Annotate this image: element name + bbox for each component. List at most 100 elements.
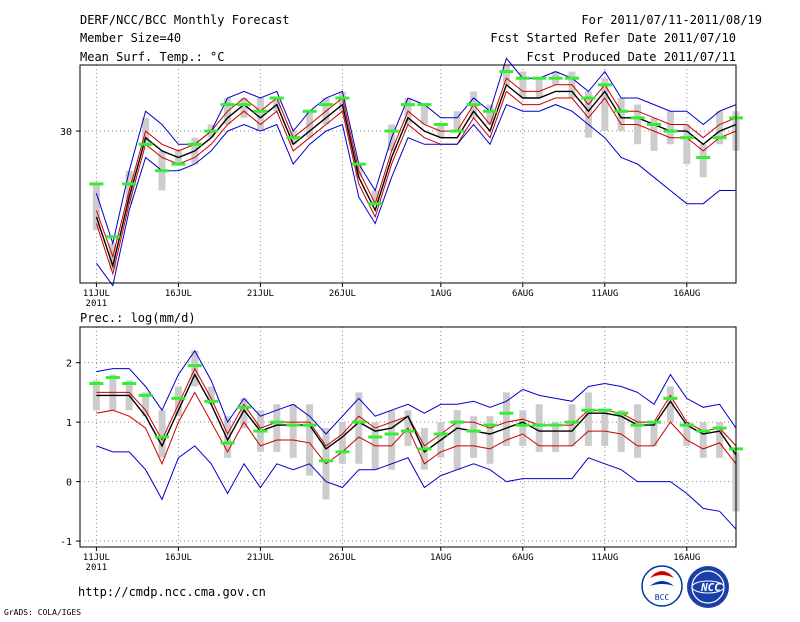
precip-label: Prec.: log(mm/d) (80, 311, 196, 325)
observed-mark (515, 423, 530, 427)
observed-mark (253, 109, 268, 113)
range-bar (256, 98, 264, 132)
y-tick-label: 30 (60, 127, 72, 138)
range-bar (92, 183, 100, 231)
bcc-logo: BCC (641, 565, 683, 607)
range-bar (355, 392, 363, 464)
observed-mark (499, 70, 514, 74)
grads-credit: GrADS: COLA/IGES (4, 608, 81, 617)
y-tick-label: -1 (60, 537, 72, 548)
figure-title: DERF/NCC/BCC Monthly Forecast (80, 13, 290, 27)
observed-mark (433, 122, 448, 126)
range-bar (273, 404, 281, 452)
observed-mark (253, 429, 268, 433)
x-tick-label: 26JUL (329, 289, 356, 299)
range-bar (519, 71, 527, 99)
range-bar (306, 404, 314, 476)
observed-mark (532, 76, 547, 80)
x-tick-label: 6AUG (512, 553, 534, 563)
observed-mark (384, 129, 399, 133)
observed-mark (368, 202, 383, 206)
observed-mark (401, 103, 415, 107)
observed-mark (319, 459, 333, 463)
fcst-produced-date: Fcst Produced Date 2011/07/11 (526, 50, 736, 64)
observed-mark (155, 435, 169, 439)
observed-mark (269, 420, 284, 424)
series-line-max (96, 349, 737, 435)
observed-mark (138, 142, 153, 146)
bcc-logo-text: BCC (655, 593, 670, 602)
series-line-lower (95, 90, 737, 276)
range-bar (158, 410, 166, 458)
observed-mark (548, 76, 563, 80)
observed-mark (105, 235, 120, 239)
series-line-mean (95, 83, 737, 269)
observed-mark (614, 109, 629, 113)
observed-mark (417, 447, 432, 451)
observed-mark (548, 423, 563, 427)
observed-mark (89, 381, 104, 385)
x-tick-label: 16JUL (165, 553, 192, 563)
observed-mark (565, 420, 579, 424)
range-bar (666, 386, 674, 423)
range-bar (535, 404, 543, 452)
source-url[interactable]: http://cmdp.ncc.cma.gov.cn (78, 585, 266, 599)
range-bar (420, 104, 428, 125)
temperature-panel: 11JUL 16JUL 21JUL 26JUL 1AUG 6AUG 11AUG 16AUG 20… (60, 57, 743, 309)
observed-mark (630, 116, 645, 120)
observed-mark (302, 109, 317, 113)
range-bar (289, 404, 297, 458)
x-tick-label: 6AUG (512, 289, 534, 299)
observed-mark (138, 393, 153, 397)
member-size: Member Size=40 (80, 31, 181, 45)
observed-mark (171, 396, 186, 400)
observed-mark (122, 381, 137, 385)
series-line-upper (96, 367, 737, 447)
observed-mark (155, 169, 169, 173)
observed-mark (466, 429, 481, 433)
x-tick-label: 21JUL (247, 553, 274, 563)
range-bar (650, 117, 658, 151)
y-tick-label: 1 (66, 418, 72, 429)
observed-mark (499, 411, 514, 415)
observed-mark (712, 426, 727, 430)
range-bar (584, 91, 592, 138)
range-bar (634, 404, 642, 458)
range-bar (453, 111, 461, 132)
x-tick-label: 26JUL (329, 553, 356, 563)
range-bar (617, 98, 625, 132)
plot-frame (79, 64, 737, 284)
x-year-label: 2011 (86, 299, 108, 309)
range-bar (502, 392, 510, 446)
range-bar (453, 410, 461, 470)
observed-mark (597, 83, 612, 87)
range-bar (683, 422, 691, 446)
range-bar (470, 416, 478, 458)
x-tick-label: 21JUL (247, 289, 274, 299)
observed-mark (220, 103, 235, 107)
range-bar (683, 124, 691, 165)
ncc-logo-text: NCC (700, 581, 721, 594)
observed-mark (187, 142, 202, 146)
range-bar (519, 410, 527, 446)
x-tick-label: 16AUG (673, 553, 700, 563)
range-bar (142, 392, 150, 417)
observed-mark (171, 162, 186, 166)
range-bar (535, 78, 543, 99)
observed-mark (220, 441, 235, 445)
series-line-min (95, 103, 736, 287)
observed-mark (679, 136, 694, 140)
variable-label: Mean Surf. Temp.: °C (80, 50, 225, 64)
range-bar (552, 422, 560, 452)
range-bar (338, 91, 346, 112)
plot-frame (79, 326, 737, 548)
observed-mark (630, 423, 645, 427)
x-tick-label: 1AUG (430, 289, 452, 299)
observed-mark (368, 435, 383, 439)
x-tick-label: 11JUL (83, 553, 110, 563)
range-bar (502, 65, 510, 85)
range-bar (666, 111, 674, 145)
range-bar (240, 398, 248, 429)
